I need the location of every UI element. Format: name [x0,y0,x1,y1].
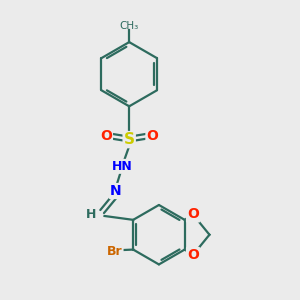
Text: H: H [86,208,97,221]
Text: O: O [146,129,158,143]
Text: S: S [124,132,135,147]
Text: CH₃: CH₃ [120,21,139,31]
Text: HN: HN [111,160,132,173]
Text: Br: Br [107,244,123,258]
Text: O: O [187,248,199,262]
Text: N: N [110,184,122,198]
Text: O: O [187,208,199,221]
Text: O: O [100,129,112,143]
